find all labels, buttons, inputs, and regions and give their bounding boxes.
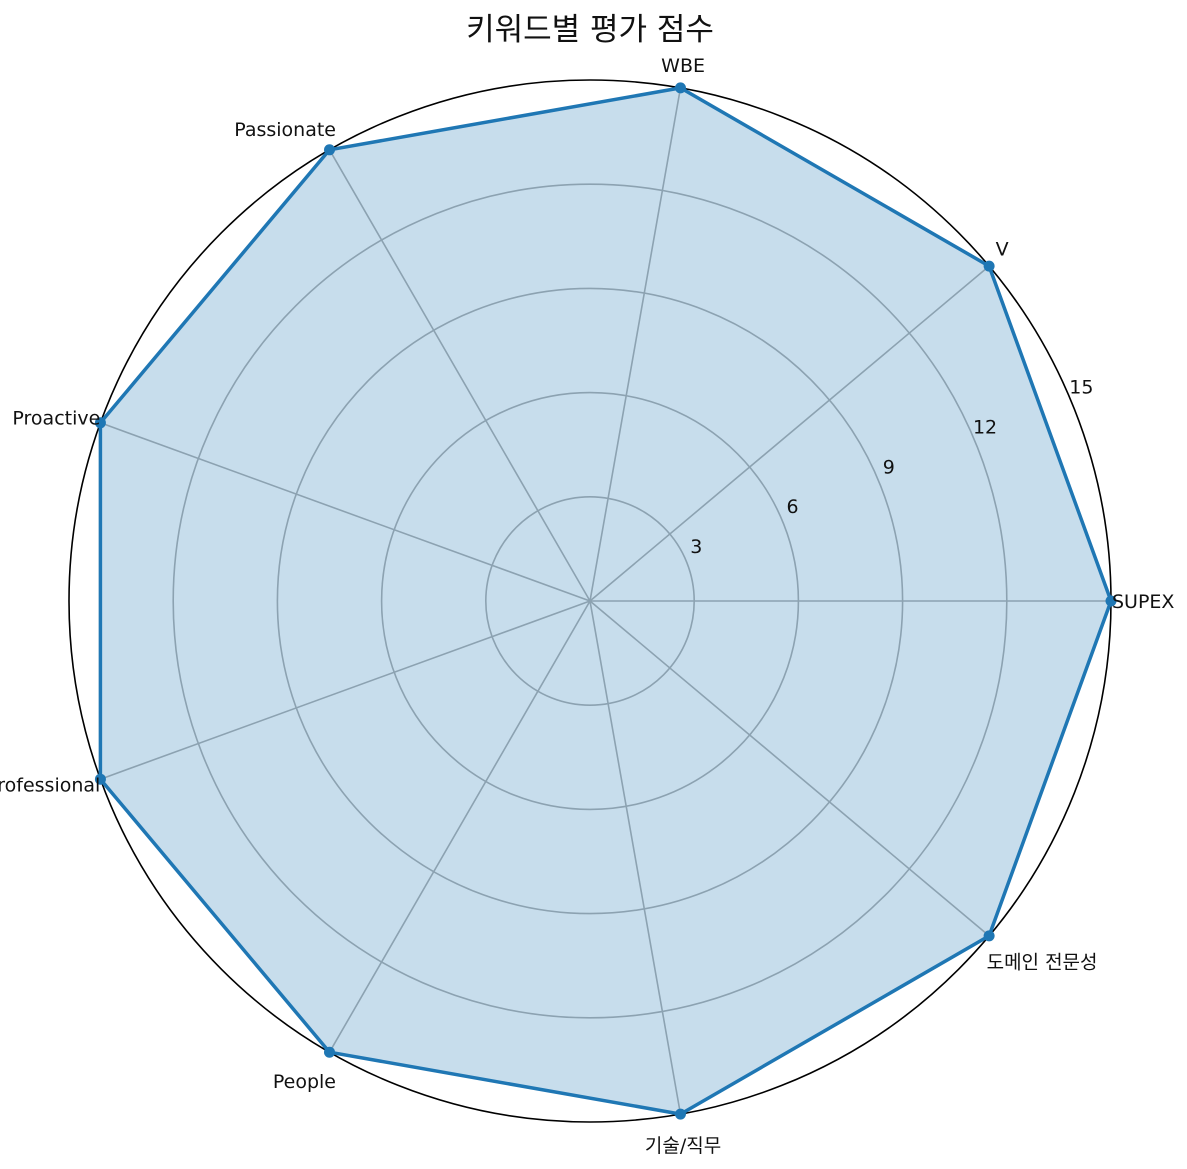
data-point: [1105, 595, 1117, 607]
grid-spoke: [589, 600, 682, 1115]
data-point: [324, 144, 335, 156]
chart-title: 키워드별 평가 점수: [466, 12, 714, 48]
r-tick-label: 6: [786, 496, 798, 518]
label-layer: 3 6 9 12 15 SUPEX V WBE Passionate Proactive Profe…: [0, 55, 1174, 1157]
grid-spoke: [328, 600, 591, 1053]
category-label: 도메인 전문성: [987, 952, 1098, 974]
r-tick-label: 15: [1069, 377, 1093, 399]
category-label: Proactive: [12, 408, 100, 430]
grid-spoke: [100, 600, 591, 780]
data-point: [983, 260, 995, 272]
category-label: Passionate: [234, 119, 336, 141]
data-point: [94, 773, 106, 785]
category-label: 기술/직무: [645, 1135, 721, 1157]
series-fill: [100, 87, 1111, 1115]
category-label: People: [273, 1071, 336, 1093]
grid-spoke: [589, 600, 990, 937]
grid-spoke: [589, 87, 682, 602]
grid-spoke: [328, 149, 591, 602]
data-point: [324, 1046, 335, 1058]
data-point: [94, 417, 106, 429]
data-point: [983, 930, 995, 942]
series-line: [98, 86, 1113, 1116]
category-label: WBE: [661, 55, 705, 77]
r-tick-label: 12: [973, 416, 997, 438]
data-point: [674, 1108, 686, 1120]
category-label: Professional: [0, 774, 100, 796]
data-layer: [94, 82, 1117, 1120]
data-point: [674, 82, 686, 94]
r-tick-label: 3: [690, 536, 702, 558]
category-label: V: [996, 238, 1009, 260]
grid-spoke: [100, 422, 591, 602]
category-label: SUPEX: [1112, 591, 1174, 613]
r-tick-label: 9: [883, 456, 895, 478]
grid-spoke: [589, 265, 990, 602]
